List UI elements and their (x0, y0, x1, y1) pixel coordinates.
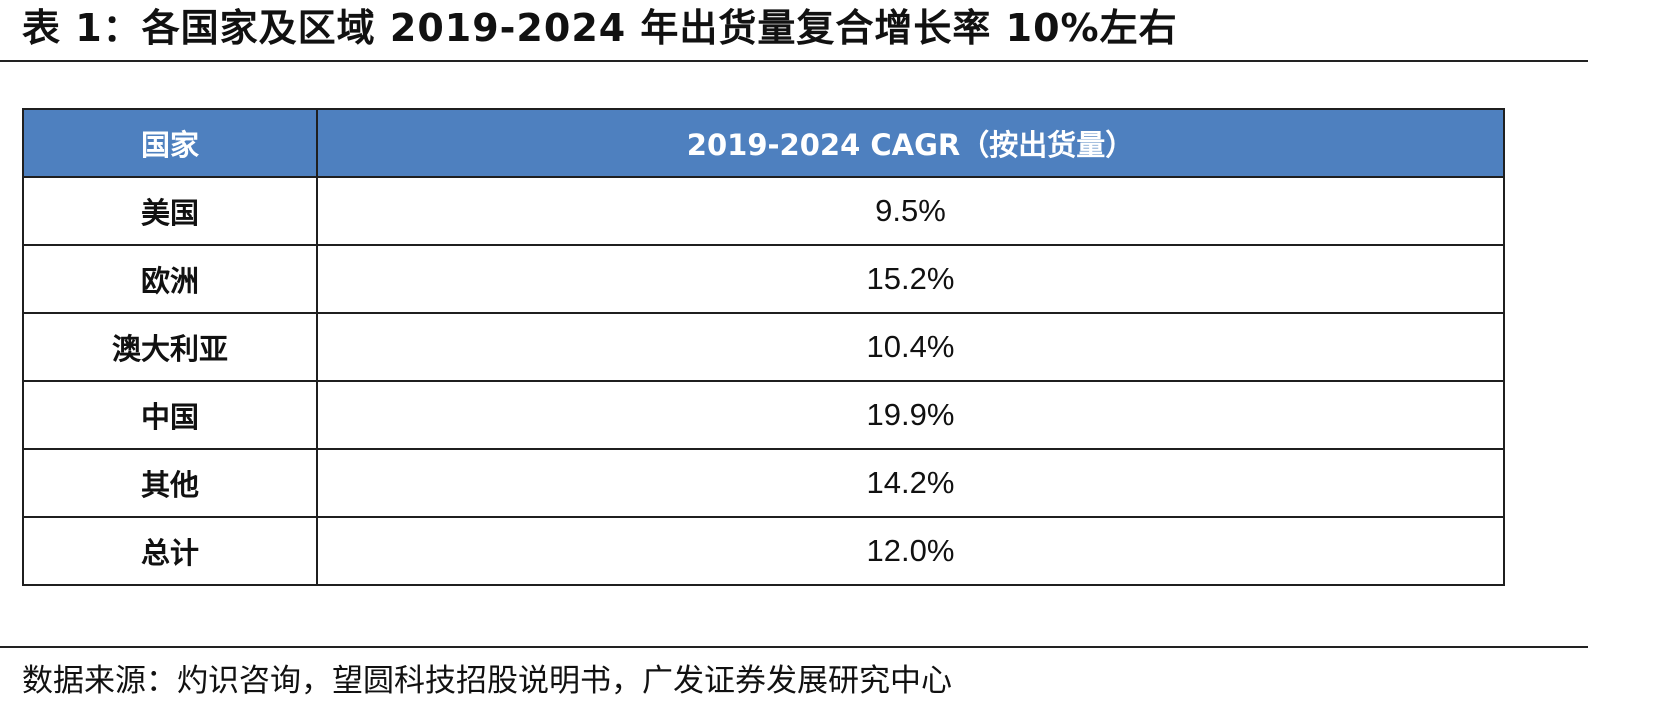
cagr-table: 国家 2019-2024 CAGR（按出货量） 美国 9.5% 欧洲 15.2%… (22, 108, 1505, 586)
table-row: 中国 19.9% (22, 380, 1505, 450)
header-row: 国家 2019-2024 CAGR（按出货量） (22, 108, 1505, 178)
cagr-cell: 10.4% (316, 312, 1505, 382)
table-header: 国家 2019-2024 CAGR（按出货量） (22, 108, 1505, 178)
cagr-cell: 19.9% (316, 380, 1505, 450)
table-row: 欧洲 15.2% (22, 244, 1505, 314)
cagr-cell: 9.5% (316, 176, 1505, 246)
cagr-cell: 14.2% (316, 448, 1505, 518)
source-note: 数据来源：灼识咨询，望圆科技招股说明书，广发证券发展研究中心 (22, 663, 952, 699)
source-divider (0, 646, 1588, 648)
header-cagr: 2019-2024 CAGR（按出货量） (316, 108, 1505, 178)
country-cell: 总计 (22, 516, 318, 586)
country-cell: 中国 (22, 380, 318, 450)
title-divider (0, 60, 1588, 62)
table-body: 美国 9.5% 欧洲 15.2% 澳大利亚 10.4% 中国 19.9% 其他 … (22, 176, 1505, 586)
table-row: 总计 12.0% (22, 516, 1505, 586)
cagr-cell: 15.2% (316, 244, 1505, 314)
cagr-cell: 12.0% (316, 516, 1505, 586)
table-title: 表 1：各国家及区域 2019-2024 年出货量复合增长率 10%左右 (22, 6, 1178, 50)
table-row: 美国 9.5% (22, 176, 1505, 246)
country-cell: 澳大利亚 (22, 312, 318, 382)
cagr-table-container: 国家 2019-2024 CAGR（按出货量） 美国 9.5% 欧洲 15.2%… (22, 108, 1505, 586)
country-cell: 美国 (22, 176, 318, 246)
country-cell: 其他 (22, 448, 318, 518)
table-row: 澳大利亚 10.4% (22, 312, 1505, 382)
header-country: 国家 (22, 108, 318, 178)
table-row: 其他 14.2% (22, 448, 1505, 518)
country-cell: 欧洲 (22, 244, 318, 314)
